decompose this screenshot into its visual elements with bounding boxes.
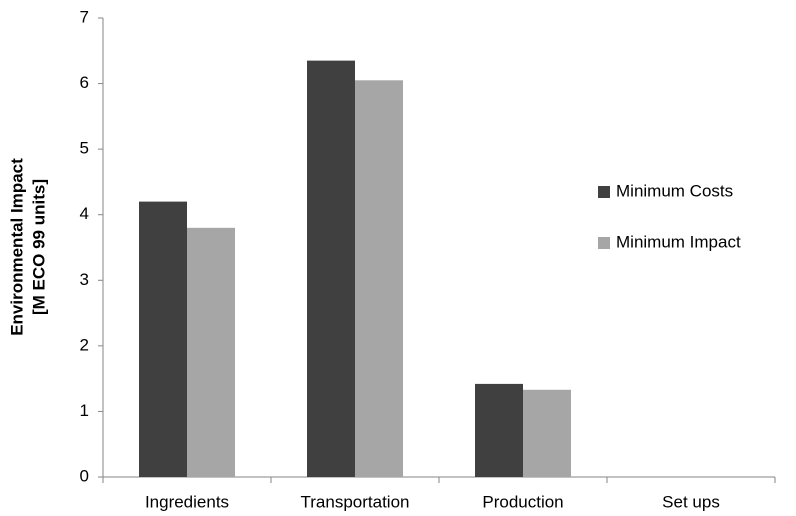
- bar: [139, 201, 187, 477]
- x-tick-label: Set ups: [662, 492, 720, 511]
- y-axis-title: Environmental Impact [M ECO 99 units]: [7, 158, 48, 336]
- y-tick-label: 3: [80, 270, 89, 289]
- bar: [307, 60, 355, 477]
- legend-label: Minimum Impact: [616, 232, 741, 251]
- x-tick-label: Ingredients: [145, 492, 229, 511]
- y-tick-label: 4: [80, 204, 89, 223]
- y-axis-title-line: Environmental Impact: [7, 158, 26, 336]
- x-tick-label: Transportation: [301, 492, 410, 511]
- y-tick-label: 2: [80, 335, 89, 354]
- bar: [355, 80, 403, 478]
- y-tick-label: 7: [80, 7, 89, 26]
- legend-label: Minimum Costs: [616, 181, 733, 200]
- x-tick-label: Production: [482, 492, 563, 511]
- y-axis-title-line: [M ECO 99 units]: [29, 179, 48, 315]
- legend-swatch: [598, 237, 610, 249]
- y-tick-label: 1: [80, 401, 89, 420]
- bar: [187, 227, 235, 477]
- legend-swatch: [598, 186, 610, 198]
- y-tick-label: 0: [80, 466, 89, 485]
- bar: [475, 383, 523, 477]
- y-tick-label: 5: [80, 139, 89, 158]
- bar: [523, 389, 571, 477]
- y-tick-label: 6: [80, 73, 89, 92]
